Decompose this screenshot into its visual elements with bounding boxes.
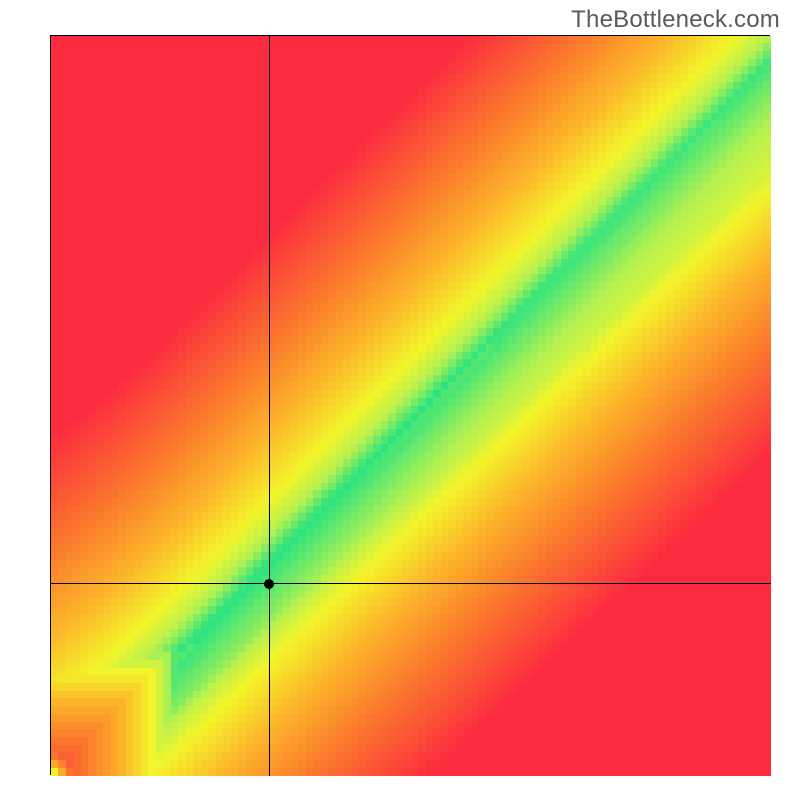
crosshair-point	[264, 579, 274, 589]
crosshair-horizontal	[51, 583, 771, 584]
watermark-text: TheBottleneck.com	[571, 6, 780, 34]
crosshair-vertical	[269, 36, 270, 776]
heatmap-plot	[50, 35, 770, 775]
chart-container: TheBottleneck.com	[0, 0, 800, 800]
heatmap-canvas	[51, 36, 771, 776]
